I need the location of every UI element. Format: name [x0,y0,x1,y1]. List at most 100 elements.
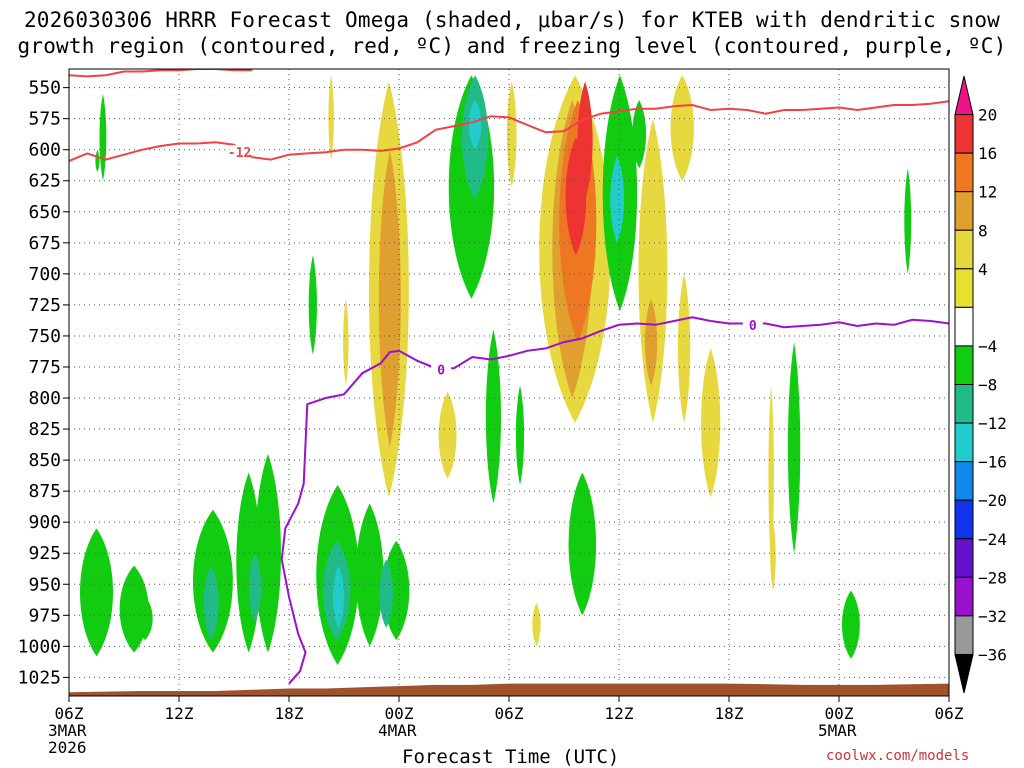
colorbar-swatch [954,576,974,617]
colorbar-label: −32 [978,607,1007,626]
source-credit: coolwx.com/models [826,748,970,764]
y-tick-label: 625 [28,171,61,192]
chart-title-line-1: 2026030306 HRRR Forecast Omega (shaded, … [23,8,1001,32]
omega-cell [610,155,625,243]
colorbar-label: −28 [978,568,1007,587]
y-tick-label: 800 [28,388,61,409]
y-tick-label: 575 [28,109,61,130]
colorbar-label: −4 [978,337,997,356]
y-tick-label: 725 [28,295,61,316]
x-year-label: 2026 [48,738,87,757]
omega-cell [80,528,113,657]
x-tick-label: 12Z [605,704,634,723]
colorbar-swatch [954,384,974,424]
colorbar-swatch [954,75,974,116]
freezing-contour-label-1-bg [431,362,452,377]
y-tick-label: 950 [28,574,61,595]
omega-cell [577,81,593,200]
omega-cell [632,100,647,169]
colorbar-swatch [954,229,974,270]
colorbar-label: −36 [978,645,1007,664]
omega-cell [254,453,281,653]
omega-cell [333,565,344,628]
colorbar-swatch [954,345,974,385]
omega-cell [248,553,262,622]
chart-title-line-2: growth region (contoured, red, ºC) and f… [17,34,1007,58]
y-tick-label: 875 [28,481,61,502]
x-tick-label: 06Z [495,704,524,723]
omega-cell [670,75,694,181]
colorbar-label: −12 [978,414,1007,433]
colorbar-label: 20 [978,106,997,125]
x-date-label: 4MAR [378,721,417,740]
y-tick-label: 750 [28,326,61,347]
y-tick-label: 700 [28,264,61,285]
colorbar-swatch [954,114,974,154]
x-axis-label: Forecast Time (UTC) [402,746,620,768]
omega-cell [841,590,860,659]
y-tick-label: 900 [28,512,61,533]
colorbar-swatch [954,461,974,501]
colorbar-swatch [954,538,974,578]
x-date-label: 3MAR [48,721,87,740]
colorbar-swatch [954,268,974,308]
y-tick-label: 825 [28,419,61,440]
omega-cell [770,522,776,591]
x-date-label: 5MAR [818,721,857,740]
omega-cell [378,149,401,448]
omega-cell [506,81,517,187]
x-tick-label: 18Z [275,704,304,723]
x-tick-label: 18Z [715,704,744,723]
omega-cell [379,559,394,628]
colorbar-label: 12 [978,183,997,202]
colorbar-swatch [954,152,974,193]
x-tick-label: 12Z [165,704,194,723]
omega-shading [80,75,912,665]
colorbar-swatch [954,499,974,540]
colorbar-swatch [954,615,974,655]
colorbar-label: −16 [978,453,1007,472]
dgz-contour-label-bg [229,145,250,160]
grid-lines [69,69,949,696]
omega-cell [343,298,349,386]
y-tick-label: 550 [28,78,61,99]
omega-cell [328,75,334,160]
omega-cell [308,255,317,355]
omega-cell [701,348,721,498]
omega-cell [468,100,482,150]
contour-labels: -12 0 0 [228,145,763,378]
colorbar-label: −20 [978,491,1007,510]
omega-cell [355,503,384,647]
omega-cell [787,342,801,554]
omega-cell [95,149,100,173]
y-tick-label: 925 [28,543,61,564]
freezing-contour-label-1: 0 [437,363,445,378]
x-tick-label: 00Z [385,704,414,723]
y-tick-label: 1000 [18,636,61,657]
omega-cell [904,168,912,274]
colorbar-label: −24 [978,530,1007,549]
colorbar-swatch [954,422,974,463]
y-axis: 550 575 600 625 650 675 700 725 750 775 800 825 850 8… [18,78,69,688]
freezing-contour-label-2-bg [742,317,763,332]
dgz-contour-label: -12 [228,146,251,161]
colorbar-label: 16 [978,144,997,163]
x-tick-label: 06Z [935,704,964,723]
colorbar: 20 16 12 8 4 −4 −8 −12 −16 −20 −24 −28 −32 −36 [954,75,1007,694]
y-tick-label: 675 [28,233,61,254]
omega-cell [532,602,541,647]
y-tick-label: 850 [28,450,61,471]
freezing-contour-label-2: 0 [749,319,757,334]
colorbar-label: −8 [978,376,997,395]
omega-cell [438,391,457,479]
colorbar-swatch [954,653,974,694]
colorbar-label: 8 [978,221,988,240]
omega-cell [768,385,774,566]
y-tick-label: 975 [28,605,61,626]
y-tick-label: 650 [28,202,61,223]
y-tick-label: 775 [28,357,61,378]
dgz-contour-line [69,100,949,162]
omega-cell [644,298,658,386]
